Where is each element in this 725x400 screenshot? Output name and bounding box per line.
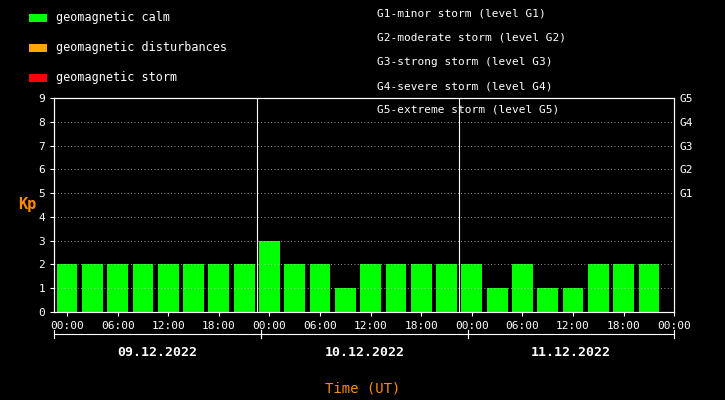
Text: G1-minor storm (level G1): G1-minor storm (level G1) bbox=[377, 9, 546, 19]
Bar bbox=[57, 264, 78, 312]
Bar bbox=[486, 288, 507, 312]
Bar bbox=[158, 264, 178, 312]
Text: 09.12.2022: 09.12.2022 bbox=[117, 346, 198, 359]
Bar bbox=[537, 288, 558, 312]
Y-axis label: Kp: Kp bbox=[18, 198, 36, 212]
Bar bbox=[259, 241, 280, 312]
Bar bbox=[512, 264, 533, 312]
Text: G5-extreme storm (level G5): G5-extreme storm (level G5) bbox=[377, 105, 559, 115]
Bar bbox=[233, 264, 254, 312]
Bar bbox=[133, 264, 153, 312]
Text: geomagnetic storm: geomagnetic storm bbox=[56, 72, 177, 84]
Bar bbox=[107, 264, 128, 312]
Bar bbox=[613, 264, 634, 312]
Bar bbox=[411, 264, 431, 312]
Text: G3-strong storm (level G3): G3-strong storm (level G3) bbox=[377, 57, 552, 67]
Bar bbox=[639, 264, 659, 312]
Bar bbox=[563, 288, 584, 312]
Text: G4-severe storm (level G4): G4-severe storm (level G4) bbox=[377, 81, 552, 91]
Bar bbox=[209, 264, 229, 312]
Text: geomagnetic calm: geomagnetic calm bbox=[56, 12, 170, 24]
Bar bbox=[82, 264, 103, 312]
Bar bbox=[386, 264, 406, 312]
Bar bbox=[588, 264, 609, 312]
Bar bbox=[183, 264, 204, 312]
Text: 10.12.2022: 10.12.2022 bbox=[324, 346, 405, 359]
Bar bbox=[436, 264, 457, 312]
Bar bbox=[335, 288, 356, 312]
Text: 11.12.2022: 11.12.2022 bbox=[531, 346, 611, 359]
Text: G2-moderate storm (level G2): G2-moderate storm (level G2) bbox=[377, 33, 566, 43]
Bar bbox=[360, 264, 381, 312]
Bar bbox=[284, 264, 305, 312]
Bar bbox=[462, 264, 482, 312]
Bar bbox=[310, 264, 331, 312]
Text: geomagnetic disturbances: geomagnetic disturbances bbox=[56, 42, 227, 54]
Text: Time (UT): Time (UT) bbox=[325, 382, 400, 396]
